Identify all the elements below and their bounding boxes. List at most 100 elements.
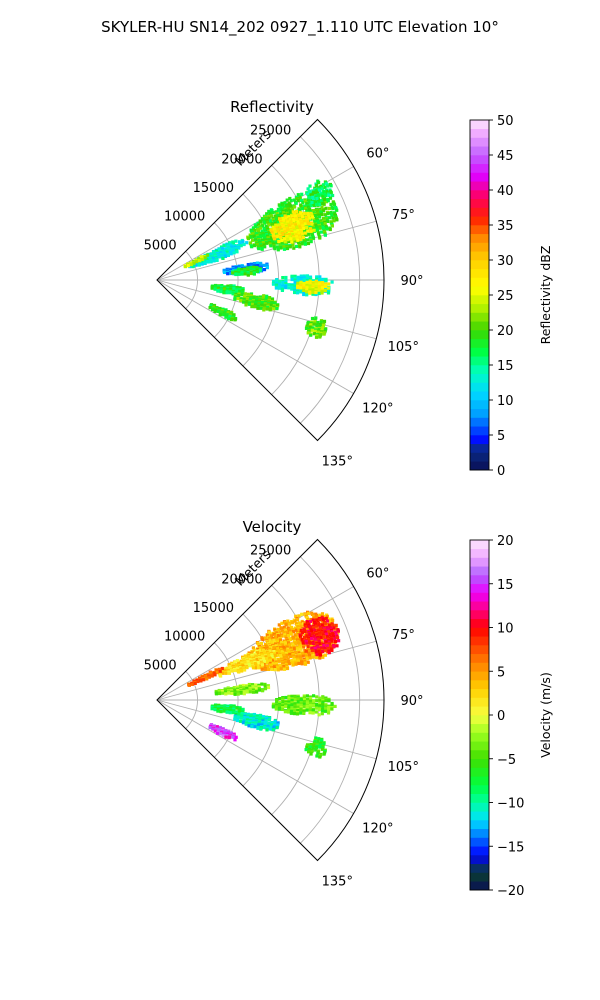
echo-gate bbox=[294, 662, 298, 666]
echo-gate bbox=[321, 216, 325, 221]
echo-gate bbox=[311, 236, 316, 240]
echo-gate bbox=[273, 719, 277, 723]
echo-gate bbox=[326, 291, 331, 295]
echo-gate bbox=[274, 642, 278, 646]
echo-gate bbox=[276, 640, 280, 644]
echo-gate bbox=[293, 697, 297, 702]
echo-gate bbox=[327, 630, 331, 634]
echo-gate bbox=[266, 236, 270, 240]
echo-gate bbox=[310, 749, 314, 754]
echo-gate bbox=[317, 215, 322, 219]
colorbar-tick-label: 0 bbox=[497, 709, 505, 724]
echo-gate bbox=[191, 265, 195, 269]
echo-gate bbox=[252, 235, 256, 239]
echo-gate bbox=[266, 220, 270, 224]
echo-gate bbox=[219, 732, 223, 736]
echo-gate bbox=[325, 644, 329, 648]
echo-gate bbox=[313, 628, 317, 632]
echo-gate bbox=[239, 716, 243, 720]
echo-gate bbox=[226, 272, 230, 276]
echo-gate bbox=[281, 699, 285, 704]
echo-gate bbox=[313, 204, 317, 208]
echo-gate bbox=[282, 653, 286, 657]
echo-gate bbox=[263, 687, 268, 691]
echo-gate bbox=[323, 285, 328, 289]
echo-gate bbox=[272, 279, 276, 283]
colorbar-tick-label: 5 bbox=[497, 429, 505, 444]
echo-gate bbox=[308, 280, 312, 284]
echo-gate bbox=[320, 612, 325, 616]
echo-gate bbox=[239, 719, 243, 723]
echo-gate bbox=[273, 634, 277, 638]
echo-gate bbox=[308, 184, 312, 188]
echo-gate bbox=[189, 262, 193, 267]
echo-gate bbox=[280, 214, 284, 218]
colorbar-segment bbox=[470, 286, 489, 296]
colorbar-segment bbox=[470, 277, 489, 287]
echo-gate bbox=[256, 221, 260, 225]
colorbar-segment bbox=[470, 338, 489, 348]
colorbar-segment bbox=[470, 426, 489, 436]
echo-gate bbox=[275, 631, 279, 635]
echo-region bbox=[217, 647, 277, 678]
echo-gate bbox=[324, 200, 328, 204]
echo-gate bbox=[290, 240, 294, 244]
echo-gate bbox=[271, 210, 275, 215]
echo-gate bbox=[261, 637, 265, 642]
echo-gate bbox=[280, 627, 284, 631]
azimuth-spoke bbox=[156, 220, 377, 281]
echo-gate bbox=[292, 246, 296, 250]
echo-gate bbox=[280, 707, 285, 711]
echo-gate bbox=[286, 710, 290, 714]
echo-gate bbox=[296, 281, 300, 285]
echo-gate bbox=[261, 689, 265, 693]
echo-gate bbox=[300, 612, 304, 616]
azimuth-tick-label: 90° bbox=[400, 694, 423, 709]
echo-gate bbox=[209, 260, 213, 264]
echo-gate bbox=[289, 237, 293, 241]
echo-gate bbox=[314, 650, 318, 654]
echo-gate bbox=[205, 253, 209, 257]
echo-gate bbox=[216, 289, 220, 293]
echo-gate bbox=[322, 332, 326, 336]
echo-gate bbox=[302, 709, 306, 713]
echo-gate bbox=[280, 634, 284, 638]
echo-gate bbox=[317, 649, 321, 653]
echo-gate bbox=[324, 707, 328, 711]
echo-gate bbox=[275, 212, 279, 216]
echo-gate bbox=[198, 259, 202, 263]
echo-gate bbox=[331, 193, 335, 198]
echo-gate bbox=[319, 636, 323, 640]
echo-gate bbox=[253, 725, 257, 729]
azimuth-tick-label: 120° bbox=[362, 822, 393, 837]
colorbar-tick-label: −5 bbox=[497, 753, 516, 768]
echo-gate bbox=[310, 328, 314, 332]
colorbar-segment bbox=[470, 225, 489, 235]
echo-gate bbox=[321, 183, 326, 187]
echo-gate bbox=[228, 241, 232, 245]
echo-gate bbox=[328, 196, 333, 200]
echo-gate bbox=[215, 671, 219, 675]
echo-gate bbox=[269, 723, 273, 727]
echo-gate bbox=[251, 646, 255, 650]
colorbar-tick-label: 25 bbox=[497, 289, 514, 304]
echo-gate bbox=[299, 628, 303, 632]
echo-gate bbox=[265, 232, 269, 236]
colorbar-segment bbox=[470, 251, 489, 261]
echo-gate bbox=[269, 303, 273, 307]
echo-gate bbox=[327, 699, 331, 703]
echo-gate bbox=[290, 207, 295, 212]
radial-tick-label: 20000 bbox=[221, 152, 262, 167]
echo-gate bbox=[233, 738, 237, 742]
echo-gate bbox=[269, 663, 273, 667]
echo-gate bbox=[264, 224, 269, 228]
echo-gate bbox=[190, 682, 194, 686]
echo-gate bbox=[278, 653, 282, 658]
echo-gate bbox=[262, 659, 266, 663]
radial-tick-label: 25000 bbox=[250, 124, 291, 139]
echo-gate bbox=[267, 216, 271, 220]
echo-gate bbox=[299, 284, 303, 288]
echo-gate bbox=[252, 296, 256, 300]
echo-gate bbox=[300, 632, 304, 637]
echo-gate bbox=[300, 215, 305, 219]
